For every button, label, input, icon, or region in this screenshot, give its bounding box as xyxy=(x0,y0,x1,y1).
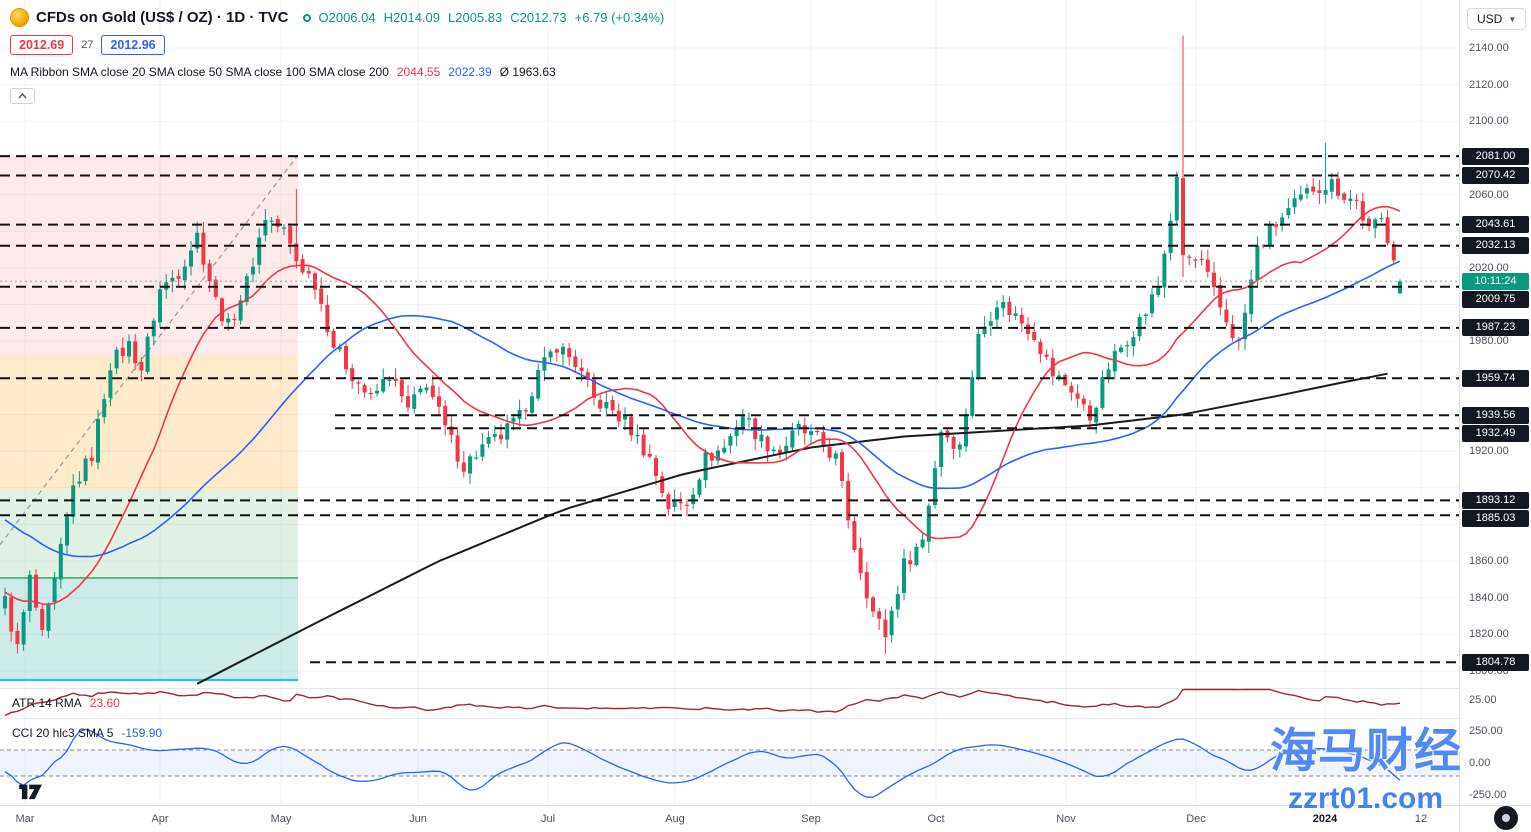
price-tick-label: 1820.00 xyxy=(1469,628,1509,641)
time-axis-label: Dec xyxy=(1186,813,1206,825)
watermark-logo-icon xyxy=(1494,806,1518,830)
ma-ribbon-label: MA Ribbon SMA close 20 SMA close 50 SMA … xyxy=(10,65,389,79)
buy-button[interactable]: 2012.96 xyxy=(101,35,165,55)
price-level-badge: 1932.49 xyxy=(1462,424,1529,442)
price-level-badge: 2009.75 xyxy=(1462,290,1529,308)
low-value: L2005.83 xyxy=(448,10,503,25)
tradingview-logo-icon xyxy=(19,784,42,800)
price-level-badge: 1987.23 xyxy=(1462,319,1529,337)
time-axis-label: Sep xyxy=(801,813,821,825)
cci-legend[interactable]: CCI 20 hlc3 SMA 5 -159.90 xyxy=(12,726,162,740)
cci-tick-label: 250.00 xyxy=(1469,725,1503,737)
atr-tick-label: 25.00 xyxy=(1469,694,1497,706)
price-level-badge: 1959.74 xyxy=(1462,369,1529,387)
time-axis-label: May xyxy=(270,813,292,825)
countdown-badge: 10:11:24 xyxy=(1462,272,1529,290)
time-axis-label: Jun xyxy=(409,813,427,825)
collapse-legend-button[interactable] xyxy=(10,88,35,104)
time-axis-label: Jul xyxy=(540,813,556,825)
price-tick-label: 2120.00 xyxy=(1469,78,1509,91)
chart-canvas[interactable] xyxy=(0,0,1459,805)
time-axis-label: Nov xyxy=(1056,813,1076,825)
ma20-value: 2044.55 xyxy=(396,65,441,79)
open-value: O2006.04 xyxy=(318,10,376,25)
price-level-badge: 2070.42 xyxy=(1462,166,1529,184)
time-axis-label: Oct xyxy=(927,813,945,825)
cci-value: -159.90 xyxy=(121,726,163,740)
price-level-badge: 2043.61 xyxy=(1462,216,1529,234)
cci-tick-label: -250.00 xyxy=(1469,789,1507,801)
currency-label: USD xyxy=(1477,12,1503,26)
price-level-badge: 1804.78 xyxy=(1462,653,1529,671)
cci-tick-label: 0.00 xyxy=(1469,757,1491,769)
bid-ask-row: 2012.69 27 2012.96 xyxy=(10,35,664,55)
time-axis-label: Apr xyxy=(151,813,169,825)
atr-value: 23.60 xyxy=(89,696,120,710)
ma50-value: 2022.39 xyxy=(448,65,492,79)
price-tick-label: 2140.00 xyxy=(1469,42,1509,54)
ohlc-values: O2006.04 H2014.09 L2005.83 C2012.73 +6.7… xyxy=(319,10,665,25)
close-value: C2012.73 xyxy=(510,10,567,25)
price-level-badge: 1893.12 xyxy=(1462,491,1529,509)
price-axis[interactable]: USD ▼ 2140.00 2120.00 2100.00 2060.00 2020.0… xyxy=(1459,0,1531,805)
price-level-badge: 1885.03 xyxy=(1462,509,1529,527)
price-tick-label: 1860.00 xyxy=(1469,555,1509,568)
price-tick-label: 2060.00 xyxy=(1469,188,1509,201)
chart-header: CFDs on Gold (US$ / OZ) · 1D · TVC O2006… xyxy=(10,8,664,104)
price-level-badge: 2032.13 xyxy=(1462,237,1529,255)
price-tick-label: 1920.00 xyxy=(1469,445,1509,458)
price-tick-label: 2020.00 xyxy=(1469,261,1509,274)
price-tick-label: 1980.00 xyxy=(1469,335,1509,348)
high-value: H2014.09 xyxy=(383,10,440,25)
time-axis-label: Aug xyxy=(665,813,685,825)
price-tick-label: 1840.00 xyxy=(1469,591,1509,604)
symbol-row: CFDs on Gold (US$ / OZ) · 1D · TVC O2006… xyxy=(10,8,664,27)
time-axis-label: 2024 xyxy=(1312,813,1338,825)
change-value: +6.79 (+0.34%) xyxy=(574,10,665,25)
cci-label: CCI 20 hlc3 SMA 5 xyxy=(12,726,114,740)
ma-ribbon-legend[interactable]: MA Ribbon SMA close 20 SMA close 50 SMA … xyxy=(10,65,664,79)
chevron-down-icon: ▼ xyxy=(1508,14,1517,24)
market-status-icon xyxy=(302,13,311,22)
time-axis-label: Mar xyxy=(15,813,35,825)
ma200-average-value: Ø 1963.63 xyxy=(499,65,556,79)
sell-button[interactable]: 2012.69 xyxy=(10,35,74,55)
atr-legend[interactable]: ATR 14 RMA 23.60 xyxy=(12,696,120,710)
atr-label: ATR 14 RMA xyxy=(12,696,82,710)
currency-selector[interactable]: USD ▼ xyxy=(1467,8,1527,30)
symbol-title[interactable]: CFDs on Gold (US$ / OZ) · 1D · TVC xyxy=(36,9,289,26)
tradingview-logo[interactable] xyxy=(16,781,46,806)
time-axis[interactable]: Mar Apr May Jun Jul Aug Sep Oct Nov Dec 2024 12 xyxy=(0,805,1459,832)
price-level-badge: 1939.56 xyxy=(1462,406,1529,424)
price-tick-label: 2100.00 xyxy=(1469,115,1509,128)
time-axis-label: 12 xyxy=(1414,813,1428,825)
spread-value: 27 xyxy=(81,39,94,51)
price-level-badge: 2081.00 xyxy=(1462,147,1529,165)
gold-coin-icon xyxy=(10,8,29,27)
chevron-up-icon xyxy=(18,93,27,99)
